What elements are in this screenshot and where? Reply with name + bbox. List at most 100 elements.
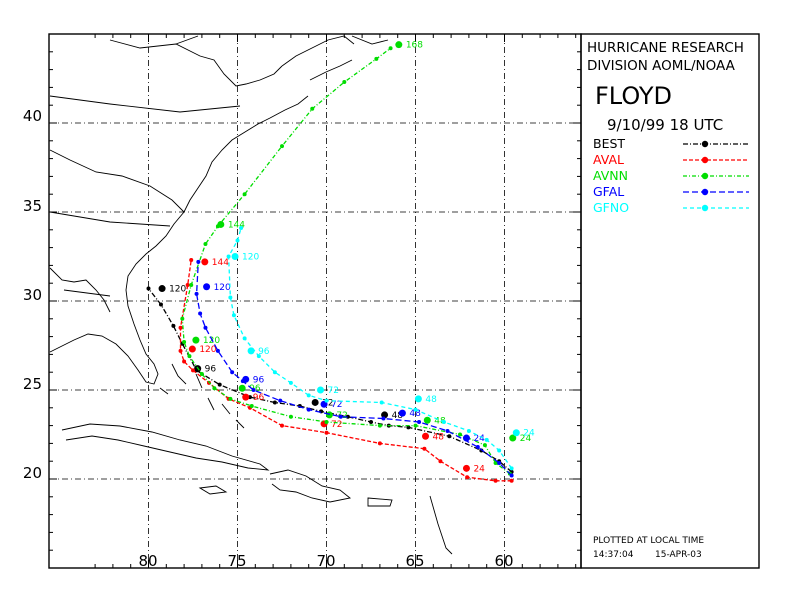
hour-marker-gfno [414,395,422,403]
hour-label-gfno: 72 [328,386,339,396]
hour-label-gfno: 48 [425,395,437,405]
track-point-gfal [497,460,502,465]
track-point-gfal [306,407,311,412]
track-point-best [345,414,350,419]
hour-label-gfal: 48 [409,409,421,419]
track-point-best [217,382,222,387]
track-point-gfal [251,388,256,392]
track-point-aval [178,348,183,353]
track-line-avnn [181,47,511,475]
hour-label-aval: 120 [199,345,216,355]
hour-marker-aval [201,258,209,266]
track-point-avnn [280,144,284,149]
hour-marker-best [158,285,166,293]
hour-marker-aval [188,345,196,353]
lat-label-20: 20 [22,464,42,482]
track-point-best [447,434,452,439]
hour-marker-gfno [247,347,255,355]
new-england [281,35,355,81]
track-point-avnn [310,106,315,111]
track-point-avnn [482,443,487,448]
track-best: 48 72 96 120 [146,285,514,474]
track-point-avnn [228,396,233,401]
track-point-aval [377,441,382,446]
legend-swatches [683,140,749,212]
bahamas [159,363,245,429]
hour-label-gfal: 24 [473,434,485,444]
track-point-avnn [342,80,347,85]
hour-label-gfal: 96 [253,375,265,385]
hour-marker-avnn [238,384,246,392]
track-point-gfno [231,313,236,318]
hour-marker-gfno [512,429,520,437]
hour-marker-avnn [509,434,517,442]
track-point-aval [178,325,183,330]
track-point-gfal [194,291,199,296]
track-aval: 24 48 72 96 120 144 [178,258,514,483]
hour-marker-gfal [242,375,250,383]
track-point-aval [438,459,443,464]
track-point-avnn [182,339,187,344]
track-point-gfal [196,259,201,264]
track-point-avnn [324,420,329,425]
track-point-gfno [441,420,446,425]
appalachian-border [49,149,185,213]
track-point-gfno [239,226,244,231]
hour-marker-gfal [462,434,470,442]
legend-marker-gfno [701,204,709,212]
track-point-best [272,400,277,405]
track-point-aval [509,478,514,483]
track-point-gfal [198,311,203,316]
hour-label-best: 120 [169,285,186,295]
track-point-avnn [377,423,382,428]
plot-time: 14:37:04 [593,550,634,560]
track-point-avnn [374,56,379,61]
track-point-aval [493,478,498,483]
track-point-aval [189,258,194,263]
hour-marker-avnn [325,411,333,419]
lon-label-80: 80 [138,552,158,570]
track-point-gfno [509,466,514,471]
hour-marker-aval [242,393,250,401]
plotted-note: PLOTTED AT LOCAL TIME [593,536,705,546]
gulf-coast [49,267,111,313]
track-point-avnn [249,404,254,409]
jamaica [198,485,228,495]
coastline-outlines [49,35,453,555]
forecast-datetime: 9/10/99 18 UTC [607,116,724,134]
track-point-gfno [228,295,233,300]
track-avnn: 24 48 72 96 120 144 168 [180,41,531,476]
track-point-gfno [235,238,240,243]
track-point-avnn [180,316,185,321]
track-point-gfno [242,336,247,341]
track-point-gfal [445,428,450,433]
lon-label-75: 75 [227,552,247,570]
track-point-gfno [484,437,489,442]
puerto-rico [367,497,393,507]
canada-coast [175,35,389,45]
track-point-aval [465,475,470,480]
track-point-gfal [475,444,480,449]
track-point-aval [422,446,427,451]
lat-lon-grid [49,34,581,568]
track-point-avnn [242,192,247,197]
hour-label-avnn: 48 [434,416,446,426]
hour-label-gfal: 120 [214,283,231,293]
track-point-aval [324,430,329,435]
track-point-gfal [203,325,208,330]
hour-marker-avnn [423,416,431,424]
hour-label-best: 48 [392,411,404,421]
track-point-avnn [199,371,204,376]
track-point-avnn [413,423,418,428]
track-point-gfno [324,398,329,403]
track-point-gfal [278,398,283,403]
track-point-aval [280,423,284,428]
hour-marker-gfal [398,409,406,417]
hour-label-gfno: 120 [242,253,259,263]
hour-label-gfno: 24 [523,429,535,439]
track-point-avnn [187,354,192,359]
track-point-gfno [466,428,471,433]
track-point-avnn [388,46,393,51]
hour-label-avnn: 24 [520,434,532,444]
